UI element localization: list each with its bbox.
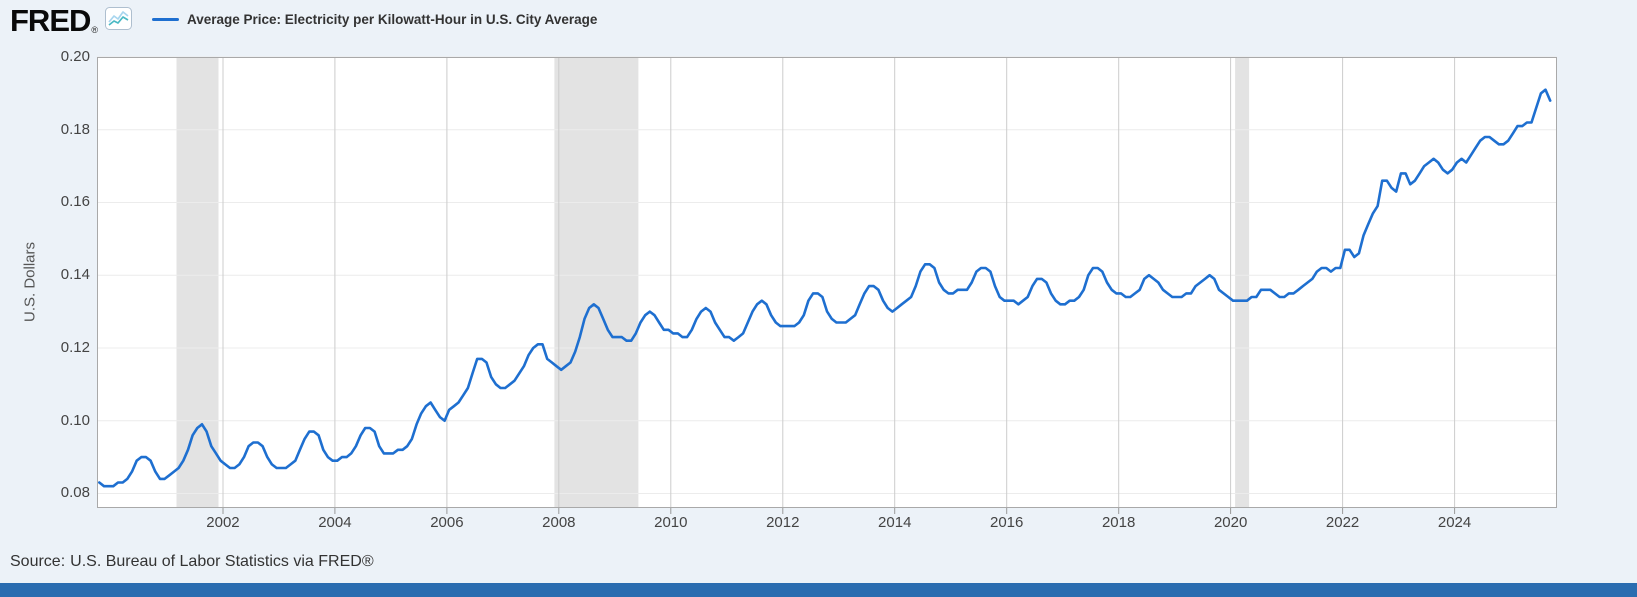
y-axis-tick-label: 0.14 xyxy=(60,266,90,284)
x-axis-tick-label: 2014 xyxy=(878,514,912,531)
recession-band xyxy=(554,57,639,508)
fred-logo[interactable]: FRED ® xyxy=(10,3,133,38)
footer-bar xyxy=(0,583,1637,597)
x-axis-tick-label: 2016 xyxy=(990,514,1024,531)
y-axis-tick-label: 0.10 xyxy=(60,411,90,429)
y-axis-tick-label: 0.08 xyxy=(60,484,90,502)
x-axis-tick-label: 2024 xyxy=(1437,514,1472,531)
source-label: Source: xyxy=(10,553,66,570)
x-axis-tick-label: 2008 xyxy=(542,514,576,531)
x-axis-tick-label: 2012 xyxy=(766,514,800,531)
source-link[interactable]: U.S. Bureau of Labor Statistics via FRED… xyxy=(70,553,374,570)
y-axis-tick-label: 0.16 xyxy=(60,193,90,211)
fred-wordmark: FRED xyxy=(10,3,91,38)
x-axis-tick-label: 2022 xyxy=(1325,514,1360,531)
legend-label: Average Price: Electricity per Kilowatt-… xyxy=(187,12,598,27)
x-axis-tick-label: 2020 xyxy=(1213,514,1248,531)
plot-area[interactable] xyxy=(97,56,1557,514)
x-axis: 2002 2004 2006 2008 2010 2012 2014 2016 2018 2020… xyxy=(0,514,1637,534)
y-axis-tick-label: 0.20 xyxy=(60,48,90,65)
legend-line-swatch xyxy=(152,18,179,21)
y-axis-tick-label: 0.12 xyxy=(60,338,90,356)
y-axis: 0.08 0.10 0.12 0.14 0.16 0.18 0.20 xyxy=(0,0,90,560)
x-axis-tick-label: 2006 xyxy=(430,514,464,531)
recession-band xyxy=(1235,57,1250,508)
registered-trademark-icon: ® xyxy=(91,25,99,35)
x-axis-tick-label: 2002 xyxy=(206,514,240,531)
x-axis-tick-label: 2018 xyxy=(1101,514,1136,531)
plot-border xyxy=(97,57,1557,508)
fred-logo-chart-icon xyxy=(105,7,133,35)
series-line[interactable] xyxy=(97,88,1552,488)
y-axis-tick-label: 0.18 xyxy=(60,120,90,138)
legend: Average Price: Electricity per Kilowatt-… xyxy=(152,12,597,27)
recession-band xyxy=(176,57,219,508)
x-axis-tick-label: 2010 xyxy=(654,514,688,531)
source-line: Source: U.S. Bureau of Labor Statistics v… xyxy=(10,553,374,571)
x-axis-tick-label: 2004 xyxy=(318,514,352,531)
